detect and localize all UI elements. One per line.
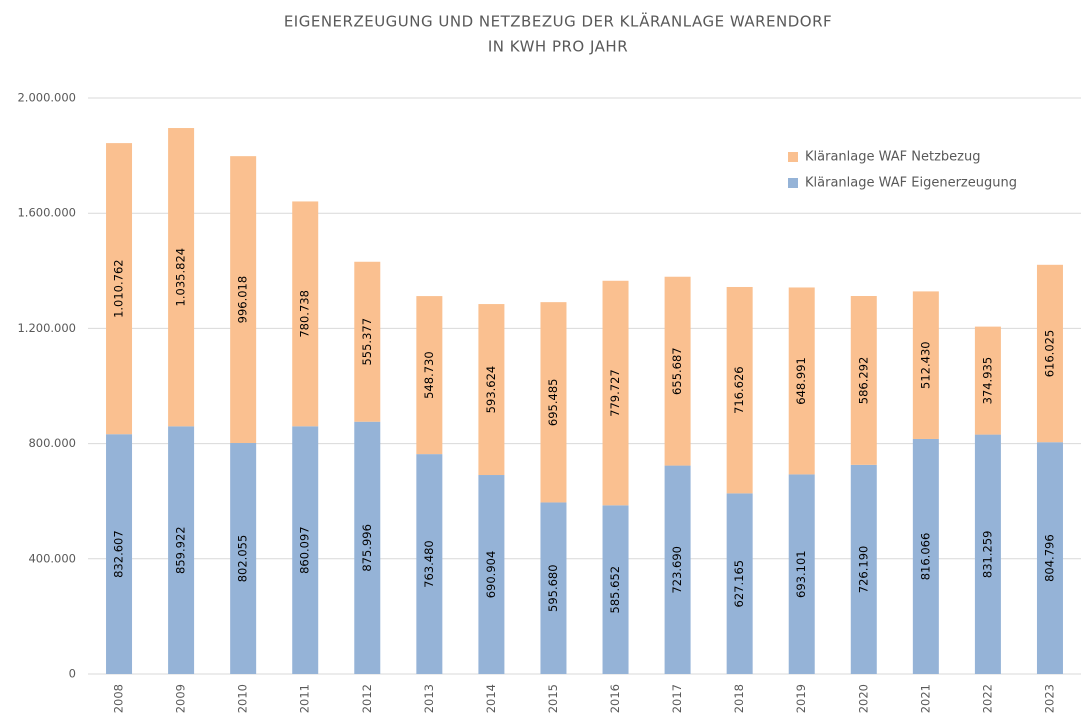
value-label: 593.624 [484, 366, 498, 414]
value-label: 875.996 [360, 524, 374, 572]
value-label: 716.626 [732, 366, 746, 414]
x-tick-label: 2020 [856, 684, 870, 713]
y-tick-label: 2.000.000 [17, 91, 76, 105]
value-label: 595.680 [546, 564, 560, 612]
chart-subtitle: IN KWH PRO JAHR [488, 38, 628, 56]
x-tick-label: 2014 [484, 684, 498, 713]
value-label: 763.480 [422, 540, 436, 588]
bar-segment [106, 143, 133, 435]
value-label: 831.259 [980, 531, 994, 579]
bar-segment [664, 276, 691, 466]
bar-segment [1036, 442, 1063, 674]
bar-segment [664, 465, 691, 674]
value-label: 726.190 [856, 546, 870, 594]
value-label: 832.607 [112, 530, 126, 578]
bar-segment [788, 287, 815, 475]
value-label: 1.035.824 [174, 248, 188, 307]
x-tick-label: 2009 [174, 684, 188, 713]
bar-segment [1036, 264, 1063, 443]
bar-segment [788, 474, 815, 674]
x-tick-label: 2010 [236, 684, 250, 713]
y-tick-label: 400.000 [28, 551, 76, 565]
bar-segment [478, 475, 505, 674]
legend-swatch [788, 152, 798, 162]
x-tick-label: 2011 [298, 684, 312, 713]
value-label: 374.935 [980, 357, 994, 405]
bar-segment [354, 421, 381, 674]
value-label: 693.101 [794, 550, 808, 598]
value-label: 1.010.762 [112, 259, 126, 318]
value-label: 779.727 [608, 369, 622, 417]
x-tick-label: 2012 [360, 684, 374, 713]
y-tick-label: 1.200.000 [17, 321, 76, 335]
bar-segment [540, 302, 567, 503]
x-tick-label: 2023 [1042, 684, 1056, 713]
legend-label: Kläranlage WAF Netzbezug [805, 150, 980, 165]
bar-segment [974, 434, 1001, 674]
bar-segment [230, 443, 257, 674]
bar-segment [416, 296, 443, 455]
value-label: 695.485 [546, 379, 560, 427]
x-tick-label: 2021 [918, 684, 932, 713]
legend-swatch [788, 178, 798, 188]
chart-title: EIGENERZEUGUNG UND NETZBEZUG DER KLÄRANL… [284, 12, 832, 31]
value-label: 802.055 [236, 535, 250, 583]
legend-label: Kläranlage WAF Eigenerzeugung [805, 176, 1017, 191]
bar-segment [540, 502, 567, 674]
x-tick-label: 2022 [980, 684, 994, 713]
value-label: 804.796 [1042, 534, 1056, 582]
bar-segment [168, 426, 195, 674]
bar-segment [354, 261, 381, 422]
bar-segment [292, 426, 319, 674]
bar-segment [292, 201, 319, 427]
bar-segment [850, 464, 877, 674]
value-label: 585.652 [608, 566, 622, 614]
value-label: 627.165 [732, 560, 746, 608]
x-tick-label: 2013 [422, 684, 436, 713]
bar-segment [912, 438, 939, 674]
y-tick-label: 0 [69, 667, 76, 681]
bar-segment [912, 291, 939, 439]
value-label: 512.430 [918, 341, 932, 389]
x-tick-label: 2017 [670, 684, 684, 713]
value-label: 996.018 [236, 276, 250, 324]
bar-segment [602, 505, 629, 674]
bar-segment [106, 434, 133, 674]
bar-segment [230, 156, 257, 444]
bar-segment [726, 286, 753, 494]
bar-segment [726, 493, 753, 674]
y-tick-label: 800.000 [28, 436, 76, 450]
value-label: 648.991 [794, 357, 808, 405]
x-tick-label: 2018 [732, 684, 746, 713]
value-label: 723.690 [670, 546, 684, 594]
value-label: 780.738 [298, 290, 312, 338]
value-label: 816.066 [918, 533, 932, 581]
value-label: 555.377 [360, 318, 374, 366]
value-label: 859.922 [174, 526, 188, 574]
value-label: 860.097 [298, 526, 312, 574]
bar-segment [850, 296, 877, 465]
bar-segment [602, 280, 629, 506]
x-tick-label: 2008 [112, 684, 126, 713]
value-label: 548.730 [422, 351, 436, 399]
bar-segment [416, 454, 443, 674]
x-tick-label: 2019 [794, 684, 808, 713]
value-label: 690.904 [484, 551, 498, 599]
value-label: 655.687 [670, 347, 684, 395]
y-tick-label: 1.600.000 [17, 206, 76, 220]
x-tick-label: 2016 [608, 684, 622, 713]
value-label: 586.292 [856, 357, 870, 405]
bar-segment [478, 304, 505, 476]
bar-segment [974, 326, 1001, 435]
x-tick-label: 2015 [546, 684, 560, 713]
value-label: 616.025 [1042, 330, 1056, 378]
bar-segment [168, 128, 195, 427]
